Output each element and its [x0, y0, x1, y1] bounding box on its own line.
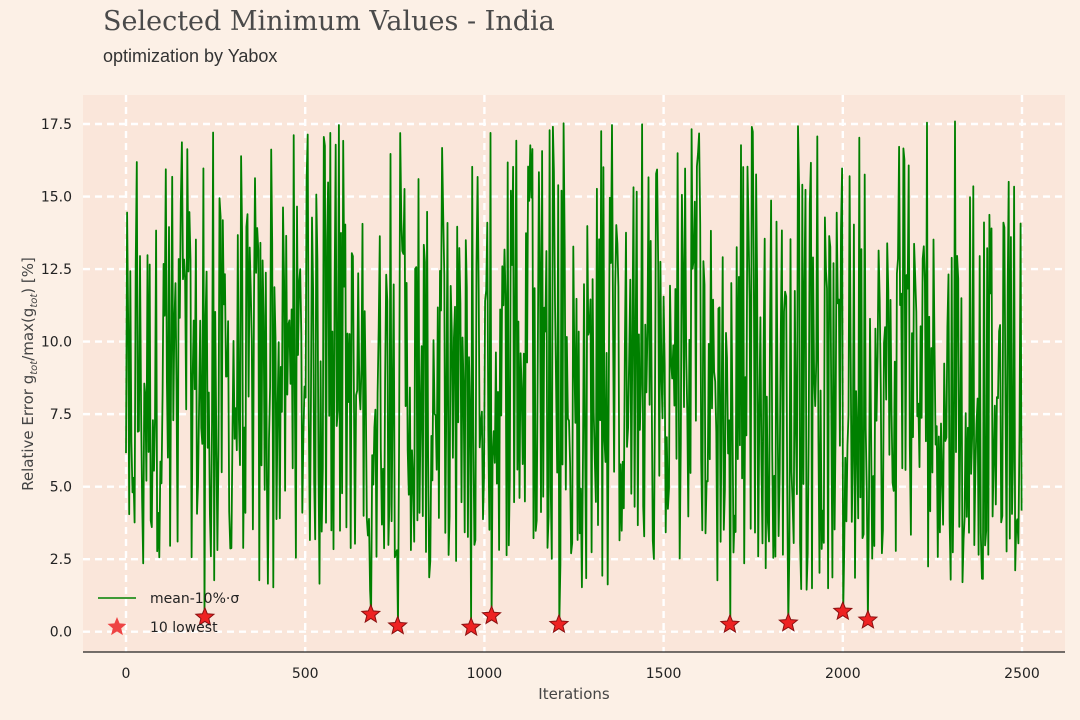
y-axis-label: Relative Error gtot/max(gtot) [%] [19, 257, 40, 491]
x-tick-label: 2500 [1004, 666, 1040, 682]
series-layer [125, 120, 1023, 629]
y-tick-label: 2.5 [50, 552, 72, 568]
lowest-value-marker [481, 604, 502, 625]
y-tick-label: 0.0 [50, 625, 72, 641]
lowest-value-marker [387, 615, 408, 635]
legend: mean-10%·σ 10 lowest [98, 591, 239, 636]
y-tick-labels: 0.0 2.5 5.0 7.5 10.0 12.5 15.0 17.5 [41, 117, 72, 641]
lowest-value-marker [548, 613, 570, 634]
lowest-value-marker [194, 606, 216, 626]
y-tick-label: 10.0 [41, 335, 72, 351]
x-tick-label: 1000 [467, 666, 503, 682]
x-tick-label: 0 [122, 666, 131, 682]
y-tick-label: 5.0 [50, 480, 72, 496]
lowest-value-marker [778, 612, 799, 632]
y-tick-label: 12.5 [41, 262, 72, 278]
marker-layer [194, 600, 879, 637]
x-axis-label: Iterations [538, 685, 610, 703]
chart-subtitle: optimization by Yabox [103, 46, 278, 66]
lowest-value-marker [360, 603, 382, 624]
legend-star-swatch [107, 617, 127, 636]
y-tick-label: 7.5 [50, 407, 72, 423]
x-tick-label: 2000 [825, 666, 861, 682]
x-tick-label: 1500 [646, 666, 682, 682]
legend-label-series: mean-10%·σ [150, 591, 239, 607]
x-tick-label: 500 [292, 666, 319, 682]
series-line [125, 120, 1023, 629]
chart-title: Selected Minimum Values - India [103, 6, 555, 37]
y-tick-label: 15.0 [41, 190, 72, 206]
x-tick-labels: 0 500 1000 1500 2000 2500 [122, 666, 1040, 682]
lowest-value-marker [857, 609, 879, 629]
legend-label-markers: 10 lowest [150, 620, 218, 636]
lowest-value-marker [832, 600, 854, 621]
lowest-value-marker [460, 616, 482, 637]
y-tick-label: 17.5 [41, 117, 72, 133]
lowest-value-marker [719, 613, 741, 634]
